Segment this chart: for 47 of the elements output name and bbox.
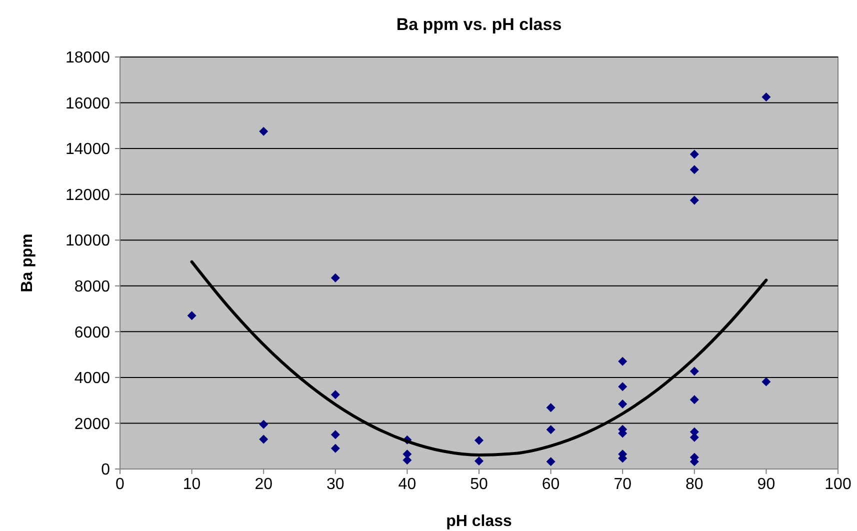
point [546, 403, 556, 412]
x-tick-label: 100 [824, 476, 852, 493]
point [762, 377, 771, 386]
y-tick-label: 16000 [66, 95, 110, 112]
point [259, 126, 268, 136]
x-tick-label: 40 [398, 476, 416, 493]
point [618, 356, 628, 366]
point [690, 165, 699, 174]
x-tick-label: 50 [470, 476, 488, 493]
x-tick-label: 30 [326, 476, 344, 493]
point [690, 395, 699, 404]
y-tick-label: 14000 [66, 141, 110, 158]
x-axis-title: pH class [446, 513, 512, 530]
point [330, 430, 340, 440]
y-tick-label: 4000 [74, 370, 110, 388]
point [690, 196, 699, 205]
x-tick-label: 60 [542, 476, 560, 493]
point [690, 366, 699, 376]
x-tick-label: 10 [182, 476, 201, 493]
point [330, 390, 340, 400]
point [330, 444, 340, 453]
point [330, 273, 340, 282]
point [762, 92, 771, 102]
point [618, 382, 628, 392]
y-tick-label: 12000 [66, 186, 110, 204]
point [546, 457, 556, 466]
y-tick-label: 8000 [74, 278, 110, 296]
y-tick-label: 0 [101, 462, 110, 479]
x-tick-label: 90 [757, 476, 776, 493]
x-tick-label: 70 [614, 476, 632, 493]
y-tick-label: 2000 [74, 416, 110, 433]
x-tick-label: 20 [254, 476, 273, 493]
point [546, 425, 556, 434]
point [474, 456, 484, 466]
point [690, 150, 699, 159]
point [474, 436, 484, 445]
chart-title: Ba ppm vs. pH class [396, 15, 562, 34]
y-tick-label: 10000 [66, 232, 110, 250]
point [259, 420, 268, 429]
point [187, 311, 196, 320]
x-tick-label: 80 [686, 476, 704, 493]
point [618, 399, 628, 408]
x-tick-label: 0 [116, 476, 125, 493]
y-tick-label: 18000 [66, 50, 110, 67]
y-tick-label: 6000 [74, 324, 110, 342]
y-axis-title: Ba ppm [19, 234, 36, 292]
point [259, 434, 268, 444]
